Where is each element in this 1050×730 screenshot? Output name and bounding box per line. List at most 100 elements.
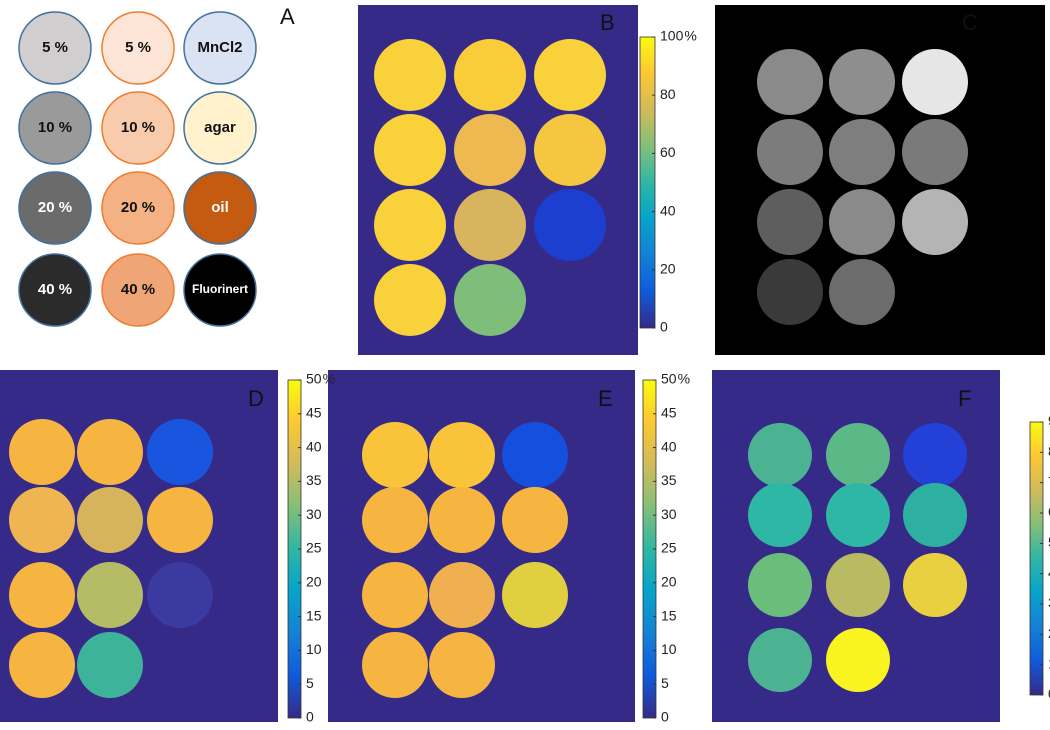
circle-label: 10 % [121, 119, 155, 136]
phantom-circle [18, 91, 92, 165]
phantom-circle [183, 171, 257, 245]
colorbar-tick-label: 40 [661, 438, 677, 454]
sample-circle [147, 419, 213, 485]
colorbar [1029, 421, 1044, 696]
sample-circle [829, 119, 895, 185]
sample-circle [454, 189, 526, 261]
circle-label: agar [204, 119, 236, 136]
colorbar-tick-label: 70 [1048, 473, 1050, 489]
phantom-circle [183, 253, 257, 327]
panel-letter: C [962, 10, 978, 35]
colorbar-tick-label: 80 [660, 86, 676, 102]
sample-circle [77, 487, 143, 553]
sample-circle [826, 628, 890, 692]
colorbar-tick-label: 0 [1048, 686, 1050, 702]
circle-label: 40 % [121, 281, 155, 298]
colorbar-tick-label: 45 [661, 405, 677, 421]
sample-circle [429, 422, 495, 488]
sample-circle [77, 632, 143, 698]
sample-circle [826, 423, 890, 487]
colorbar-unit: % [684, 28, 696, 44]
phantom-circle [101, 11, 175, 85]
sample-circle [748, 423, 812, 487]
circle-label: oil [211, 199, 229, 216]
phantom-circle [18, 171, 92, 245]
sample-circle [454, 39, 526, 111]
colorbar-tick-label: 50 [306, 371, 322, 387]
colorbar-tick-label: 10 [306, 641, 322, 657]
sample-circle [9, 419, 75, 485]
panel-letter: A [280, 4, 295, 29]
sample-circle [748, 553, 812, 617]
sample-circle [757, 189, 823, 255]
sample-circle [757, 49, 823, 115]
colorbar-tick-label: 15 [661, 607, 677, 623]
sample-circle [147, 562, 213, 628]
phantom-circle [101, 91, 175, 165]
sample-circle [826, 483, 890, 547]
sample-circle [748, 628, 812, 692]
sample-circle [502, 422, 568, 488]
phantom-circle [183, 11, 257, 85]
circle-label: MnCl2 [198, 39, 243, 56]
sample-circle [903, 423, 967, 487]
sample-circle [147, 487, 213, 553]
colorbar-tick-label: 35 [661, 472, 677, 488]
colorbar-tick-label: 25 [306, 540, 322, 556]
sample-circle [429, 562, 495, 628]
colorbar-tick-label: 50 [661, 371, 677, 387]
panel-letter: D [248, 386, 264, 411]
sample-circle [454, 264, 526, 336]
sample-circle [374, 189, 446, 261]
sample-circle [502, 562, 568, 628]
sample-circle [534, 39, 606, 111]
colorbar-tick-label: 30 [306, 506, 322, 522]
sample-circle [826, 553, 890, 617]
sample-circle [829, 49, 895, 115]
sample-circle [77, 562, 143, 628]
circle-label: Fluorinert [192, 282, 248, 296]
sample-circle [829, 189, 895, 255]
colorbar-tick-label: 50 [1048, 534, 1050, 550]
sample-circle [829, 259, 895, 325]
circle-label: 10 % [38, 119, 72, 136]
colorbar-tick-label: 40 [1048, 564, 1050, 580]
sample-circle [902, 119, 968, 185]
colorbar-tick-label: 20 [306, 574, 322, 590]
sample-circle [748, 483, 812, 547]
sample-circle [374, 39, 446, 111]
phantom-circle [18, 253, 92, 327]
colorbar-tick-label: 60 [1048, 504, 1050, 520]
sample-circle [534, 189, 606, 261]
colorbar-unit: % [323, 371, 335, 387]
sample-circle [534, 114, 606, 186]
colorbar-tick-label: 30 [661, 506, 677, 522]
panel-letter: B [600, 10, 615, 35]
colorbar-tick-label: 5 [306, 675, 314, 691]
sample-circle [757, 259, 823, 325]
colorbar-tick-label: 35 [306, 472, 322, 488]
circle-label: 40 % [38, 281, 72, 298]
sample-circle [903, 553, 967, 617]
colorbar-tick-label: 100 [660, 28, 684, 44]
sample-circle [77, 419, 143, 485]
phantom-circle [101, 253, 175, 327]
sample-circle [429, 487, 495, 553]
colorbar-tick-label: 40 [306, 438, 322, 454]
colorbar-tick-label: 10 [1048, 655, 1050, 671]
sample-circle [9, 487, 75, 553]
colorbar-tick-label: 30 [1048, 595, 1050, 611]
circle-label: 20 % [121, 199, 155, 216]
sample-circle [9, 562, 75, 628]
colorbar-tick-label: 90 [1048, 413, 1050, 429]
colorbar-tick-label: 20 [660, 261, 676, 277]
colorbar-tick-label: 25 [661, 540, 677, 556]
sample-circle [374, 114, 446, 186]
colorbar-tick-label: 80 [1048, 443, 1050, 459]
colorbar-tick-label: 10 [661, 641, 677, 657]
colorbar-tick-label: 5 [661, 675, 669, 691]
circle-label: 5 % [42, 39, 68, 56]
sample-circle [362, 487, 428, 553]
colorbar-tick-label: 0 [661, 709, 669, 725]
sample-circle [9, 632, 75, 698]
